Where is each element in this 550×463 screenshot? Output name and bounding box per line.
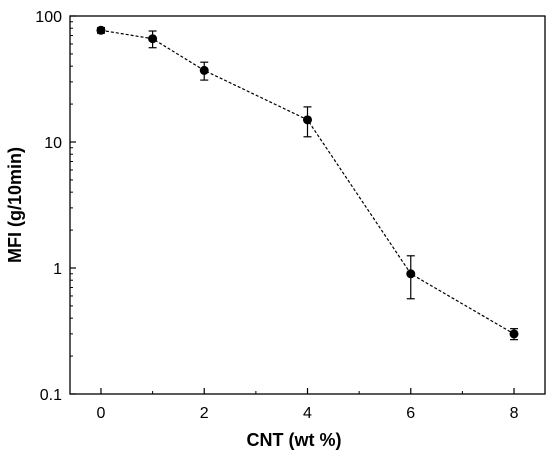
x-tick-label: 2 [200,405,209,422]
data-point [509,329,519,339]
x-axis-title: CNT (wt %) [247,430,342,450]
y-tick-label: 1 [53,261,62,278]
y-tick-label: 100 [35,9,62,26]
data-point [199,65,209,75]
data-point [96,25,106,35]
axes-layer: 0 2 4 6 8 0.1 1 10 100 [35,9,546,422]
x-tick-label: 4 [303,405,312,422]
x-tick-label: 6 [406,405,415,422]
x-tick-label: 8 [510,405,519,422]
data-point [303,115,312,125]
y-axis-title: MFI (g/10min) [5,147,25,263]
series-layer [96,25,519,341]
series-line [100,29,515,335]
y-tick-label: 10 [44,135,62,152]
y-tick-label: 0.1 [40,387,62,404]
data-point [148,34,158,44]
x-tick-label: 0 [97,405,106,422]
plot-frame [69,15,546,395]
data-point [406,269,416,279]
